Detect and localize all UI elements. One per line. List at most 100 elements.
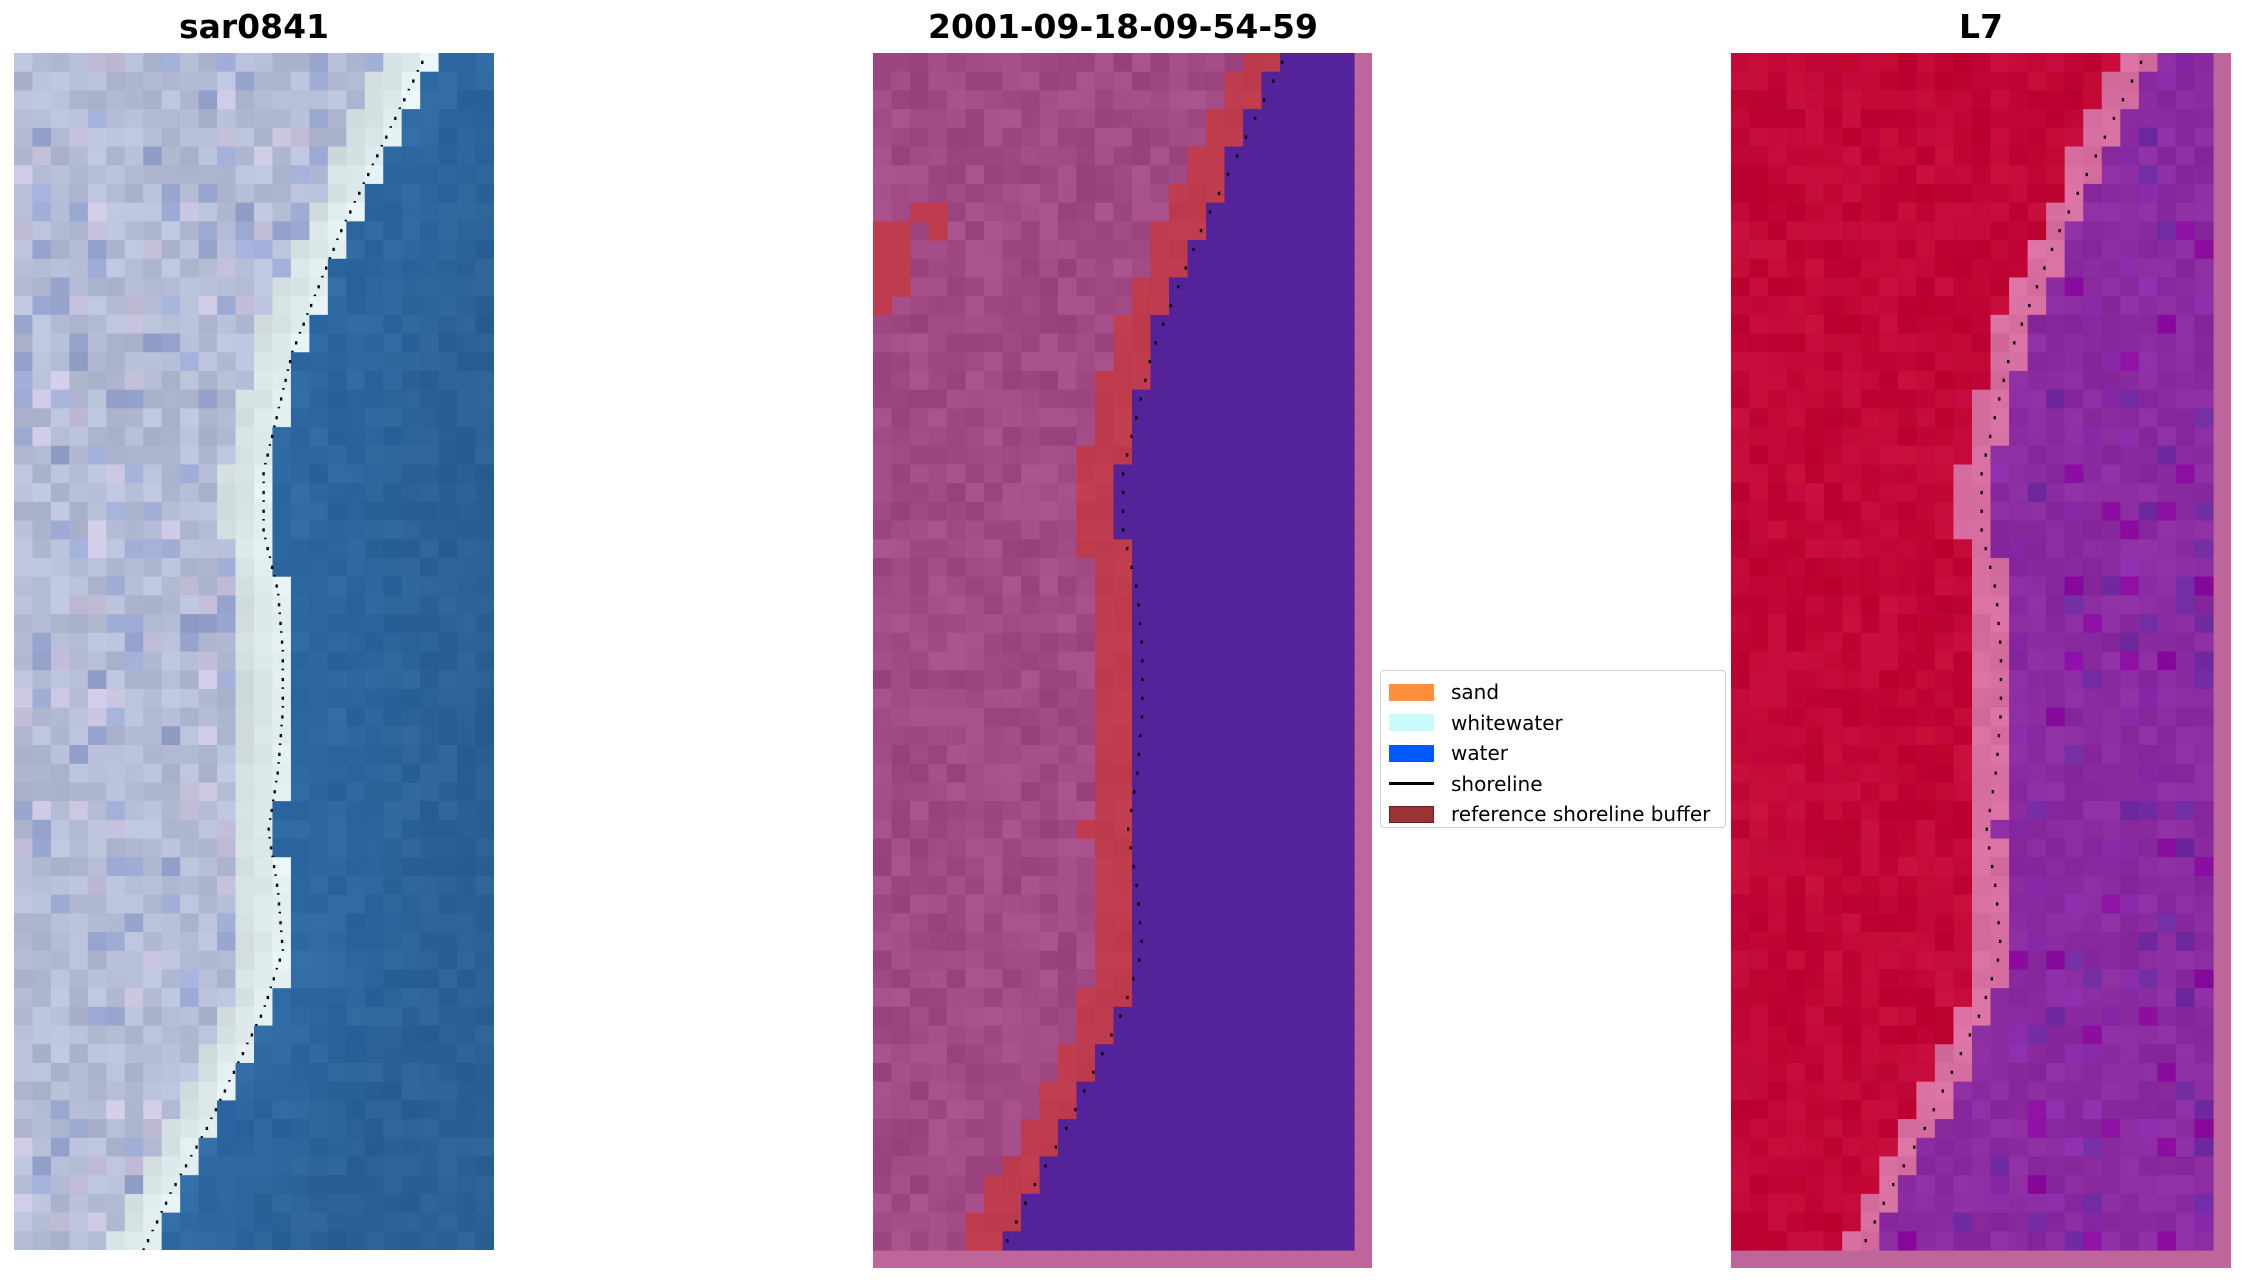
- shoreline-point: [1950, 1070, 1954, 1074]
- shoreline-point: [294, 341, 298, 345]
- shoreline-point: [1148, 360, 1151, 364]
- shoreline-point: [1140, 640, 1143, 644]
- shoreline-point: [394, 116, 397, 121]
- shoreline-point: [1126, 995, 1129, 1000]
- legend-label-sand: sand: [1451, 680, 1500, 705]
- shoreline-point: [2007, 360, 2010, 364]
- shoreline-point: [1980, 528, 1983, 532]
- shoreline-point: [421, 60, 424, 64]
- shoreline-point: [1941, 1089, 1944, 1093]
- shoreline-point: [1199, 229, 1203, 233]
- legend-swatch-reference-shoreline-buffer: [1389, 805, 1434, 823]
- shoreline-point: [1999, 715, 2002, 719]
- legend-item-whitewater: whitewater: [1389, 708, 1717, 739]
- shoreline-point: [1141, 677, 1144, 682]
- shoreline-point: [1991, 790, 1994, 794]
- shoreline-point: [1995, 603, 1999, 607]
- shoreline-point: [164, 1201, 168, 1205]
- shoreline-point: [1864, 1239, 1867, 1243]
- shoreline-point: [2121, 98, 2125, 102]
- shoreline-point: [270, 808, 273, 813]
- shoreline-point: [1141, 696, 1144, 700]
- shoreline-point: [1006, 1239, 1009, 1243]
- shoreline-point: [278, 958, 281, 962]
- shoreline-point: [1129, 846, 1132, 850]
- shoreline-point: [1998, 939, 2002, 943]
- legend: sand whitewater water shoreline referenc…: [1380, 670, 1726, 828]
- shoreline-point: [1932, 1108, 1935, 1112]
- shoreline-point: [1092, 1070, 1095, 1074]
- legend-label-shoreline: shoreline: [1451, 771, 1543, 796]
- shoreline-point: [1984, 453, 1987, 457]
- shoreline-point: [1134, 584, 1138, 588]
- shoreline-point: [269, 846, 273, 850]
- shoreline-point: [266, 453, 269, 457]
- shoreline-point: [1993, 584, 1996, 588]
- shoreline-point: [1959, 1052, 1963, 1056]
- shoreline-point: [280, 640, 284, 644]
- shoreline-point: [267, 827, 270, 831]
- shoreline-point: [2002, 378, 2005, 382]
- shoreline-point: [270, 565, 274, 569]
- panel-title-classified: 2001-09-18-09-54-59: [928, 7, 1318, 46]
- legend-item-water: water: [1389, 738, 1717, 769]
- shoreline-point: [1990, 864, 1994, 869]
- shoreline-point: [1985, 827, 1988, 831]
- shoreline-point: [1244, 135, 1248, 139]
- shoreline-point: [321, 275, 324, 280]
- shoreline-point: [1271, 79, 1275, 83]
- shoreline-point: [1137, 603, 1140, 607]
- shoreline-point: [1280, 60, 1284, 64]
- shoreline-point: [1968, 1033, 1972, 1037]
- shoreline-point: [328, 257, 332, 261]
- shoreline-point: [275, 584, 278, 588]
- shoreline-point: [2020, 322, 2024, 326]
- shoreline-point: [376, 154, 379, 158]
- shoreline-point: [1902, 1164, 1905, 1168]
- shoreline-point: [277, 902, 281, 906]
- shoreline-point: [1132, 864, 1135, 869]
- shoreline-point: [277, 603, 281, 607]
- shoreline-point: [1984, 995, 1988, 1000]
- legend-swatch-whitewater: [1389, 714, 1434, 732]
- shoreline-point: [1208, 210, 1212, 214]
- shoreline-point: [324, 266, 328, 270]
- shoreline-point: [1923, 1126, 1926, 1131]
- shoreline-point: [1139, 397, 1142, 401]
- shoreline-point: [1977, 1014, 1981, 1018]
- shoreline-point: [1121, 528, 1125, 532]
- shoreline-point: [280, 939, 284, 943]
- shoreline-point: [1996, 958, 2000, 962]
- shoreline-point: [1101, 1052, 1104, 1056]
- shoreline-point: [2112, 116, 2116, 121]
- shoreline-point: [276, 771, 279, 775]
- shoreline-point: [1993, 416, 1996, 420]
- shoreline-point: [272, 864, 276, 869]
- shoreline-point: [250, 1033, 254, 1037]
- shoreline-point: [2130, 79, 2134, 83]
- shoreline-point: [174, 1182, 177, 1187]
- shoreline-point: [2139, 60, 2143, 64]
- shoreline-point: [1994, 771, 1997, 775]
- legend-label-water: water: [1451, 741, 1508, 766]
- shoreline-point: [1169, 303, 1172, 308]
- shoreline-point: [1980, 472, 1983, 476]
- shoreline-point: [1137, 902, 1140, 906]
- shoreline-point: [279, 621, 282, 626]
- shoreline-point: [1980, 490, 1983, 495]
- shoreline-point: [275, 416, 278, 420]
- shoreline-point: [1989, 434, 1992, 439]
- shoreline-point: [1065, 1126, 1068, 1131]
- shoreline-point: [403, 98, 406, 102]
- shoreline-point: [1995, 902, 1999, 906]
- shoreline-point: [1988, 808, 1991, 813]
- shoreline-point: [281, 715, 284, 719]
- shoreline-point: [1127, 827, 1130, 831]
- shoreline-point: [279, 397, 283, 401]
- shoreline-point: [1980, 509, 1983, 513]
- shoreline-point: [317, 285, 320, 289]
- index-image: [1731, 53, 2231, 1268]
- shoreline-point: [1138, 621, 1142, 626]
- shoreline-point: [1138, 958, 1141, 962]
